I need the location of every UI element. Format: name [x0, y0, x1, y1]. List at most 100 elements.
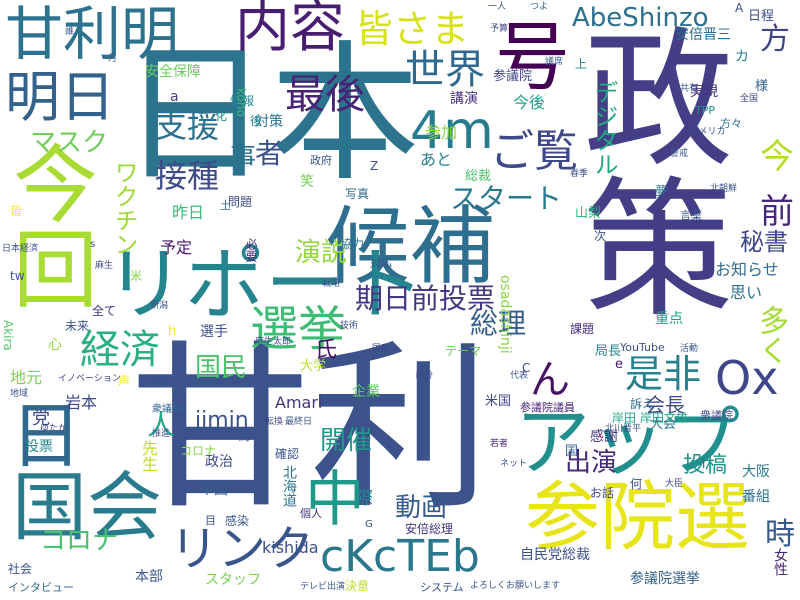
word-anzenhosho: 安全保障: [145, 64, 201, 80]
word-ckcteb: cKcTEb: [320, 531, 480, 582]
word-kokkai: 国会: [12, 463, 163, 551]
word-oshirase: お知らせ: [715, 260, 779, 279]
word-chuugoku: 中国: [200, 482, 228, 498]
word-asou: 麻生: [95, 261, 114, 271]
word-osaka: 大阪: [742, 464, 770, 480]
word-nihon-keizai: 日本経済: [2, 244, 39, 254]
word-ketsui: 決意: [345, 579, 370, 593]
word-niigata: 新潟: [150, 301, 169, 311]
word-seisaku: 政策: [558, 20, 732, 320]
word-kouen: 講演: [450, 91, 478, 107]
word-honbu: 本部: [135, 569, 163, 585]
word-naka: 中: [305, 465, 365, 535]
word-minasama: 皆さま: [355, 7, 470, 51]
word-koe: 声: [118, 374, 131, 388]
word-tsugi: 次: [594, 229, 607, 243]
word-senkyo: 選挙: [250, 301, 347, 357]
word-kyokuchou: 局長: [595, 344, 622, 359]
word-wakamono: 若者: [490, 439, 509, 449]
word-goran: ご覧: [490, 126, 578, 177]
word-ooku: 多く: [753, 305, 788, 365]
word-sensei: 先生: [139, 440, 158, 472]
word-kongo: 今後: [513, 93, 546, 112]
word-kadai: 課題: [570, 322, 595, 336]
word-america: アメリカ: [690, 127, 726, 137]
word-abe-souri: 安倍総理: [405, 522, 454, 536]
word-kata: 方: [760, 22, 790, 57]
word-yotei: 予定: [160, 238, 193, 257]
word-tou: 党: [32, 408, 50, 429]
word-kansha: 感謝: [590, 429, 618, 445]
word-youtube: YouTube: [620, 341, 665, 354]
word-katsudou: 活動: [680, 344, 699, 354]
word-subete: 全て: [92, 304, 117, 318]
word-touhyou: 投票: [25, 439, 53, 455]
word-appu: アップ: [515, 398, 741, 486]
word-tenkan: 転換: [265, 417, 284, 427]
word-nihon: 日本: [120, 28, 421, 202]
word-seifu: 政府: [310, 154, 332, 167]
word-souri: 総理: [470, 307, 527, 340]
word-sha: 者: [255, 137, 284, 170]
word-hito: 人: [143, 410, 176, 438]
word-capital-a: A: [735, 1, 744, 15]
word-ox: Ox: [715, 351, 779, 405]
word-katagata: 方々: [720, 117, 742, 130]
word-z: Z: [370, 159, 379, 173]
word-keizai: 経済: [80, 327, 160, 373]
word-ka: カ: [735, 49, 749, 65]
word-c: C: [522, 361, 531, 375]
word-senryaku: 戦略: [322, 279, 341, 289]
word-sutato: スタート: [450, 182, 563, 215]
word-toki: 時: [765, 517, 795, 552]
word-ka2: 化: [215, 109, 228, 123]
word-taisaku: 対策: [255, 114, 283, 130]
word-warai: 笑: [300, 174, 314, 190]
word-asou-tarou: 麻生太郎: [255, 337, 292, 347]
word-seiji: 政治: [205, 454, 233, 470]
word-sakujitsu: 昨日: [172, 203, 205, 222]
word-abeshinzo-jp: 安倍晋三: [675, 27, 731, 43]
word-sekai: 世界: [405, 47, 485, 93]
word-yume: 夢: [655, 184, 668, 198]
word-amari: 甘利: [130, 325, 491, 534]
word-nani: 何: [630, 477, 643, 491]
word-enzetsu: 演説: [295, 238, 348, 268]
word-i: i: [702, 457, 706, 471]
word-interview: インタビュー: [8, 581, 74, 594]
word-tw: tw: [10, 269, 25, 283]
word-kaichou: 会長: [645, 393, 685, 417]
word-saigo: 最後: [285, 72, 365, 118]
word-josei: 女性: [772, 548, 788, 576]
word-sousai: 総裁: [465, 169, 492, 184]
word-tame: 為: [238, 429, 251, 443]
word-yoroshiku: よろしくお願いします: [470, 581, 561, 591]
word-iwamoto: 岩本: [65, 393, 98, 412]
word-n: ん: [530, 357, 570, 403]
word-sama: 様: [755, 79, 769, 94]
word-zehi: 是非: [625, 352, 702, 396]
word-nittei: 日程: [748, 9, 775, 24]
word-senshu: 選手: [200, 324, 228, 340]
word-a: a: [170, 89, 179, 105]
word-tsuki: 月: [108, 54, 118, 64]
word-shunki: 春季: [570, 169, 589, 179]
word-shakai: 社会: [8, 562, 33, 576]
word-dare: 誰: [65, 27, 75, 37]
word-gijutsu: 技術: [340, 321, 359, 331]
word-ashita: 明日: [5, 65, 116, 129]
word-koto: 事: [230, 143, 257, 173]
word-sangiin-senkyo: 参議院選挙: [630, 571, 700, 587]
word-beikoku: 米国: [485, 394, 512, 409]
word-suishin: 推進: [152, 429, 171, 439]
word-naiyou: 内容: [235, 0, 346, 59]
word-yutaka: ゆたか: [40, 424, 68, 434]
word-kijitsuzen: 期日前投票: [355, 282, 496, 315]
word-kyouyuu: 共有: [680, 84, 699, 94]
word-rinku: リンク: [170, 521, 315, 577]
word-sutaffu: スタッフ: [205, 572, 261, 588]
word-sai: 際: [355, 488, 373, 509]
word-h: h: [168, 324, 177, 339]
word-ripoto: リポート: [105, 238, 425, 331]
word-ato: あと: [420, 150, 453, 169]
